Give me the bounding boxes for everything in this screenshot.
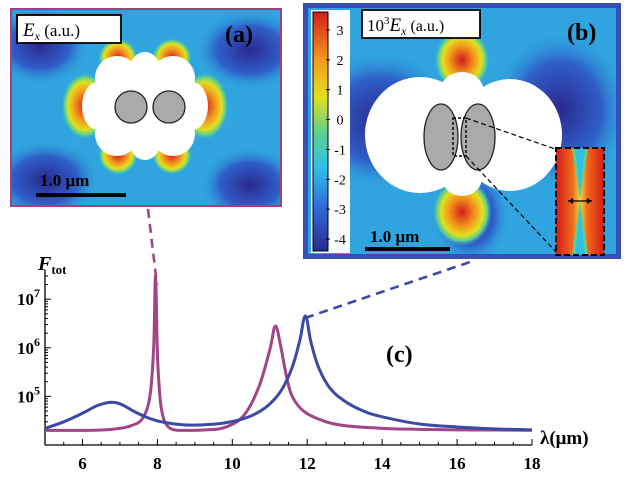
panel-a-scale-label: 1.0 μm [40, 171, 89, 190]
particle-right [460, 103, 496, 171]
panel-c-label: (c) [386, 342, 413, 368]
panel-b-label: (b) [567, 20, 596, 46]
colorbar-tick-label: 2 [337, 54, 344, 69]
colorbar-gradient [312, 11, 329, 252]
x-tick-label: 12 [299, 454, 316, 473]
chart-c: Ftot λ(μm) (c) 6 8 10 12 14 16 18 105 106 107 [17, 253, 589, 473]
panel-b-field-label: 103Ex (a.u.) [367, 15, 444, 38]
particle-left [423, 103, 459, 171]
zoom-inset [555, 147, 605, 256]
x-tick-label: 6 [78, 454, 87, 473]
series-line-1 [45, 274, 533, 432]
x-tick-label: 18 [524, 454, 541, 473]
particle-left [114, 90, 148, 124]
x-tick-label: 10 [224, 454, 241, 473]
x-tick-label: 14 [374, 454, 392, 473]
y-tick-label: 107 [17, 286, 40, 309]
colorbar-tick-label: -2 [334, 173, 346, 188]
panel-b-scale-bar [365, 247, 450, 251]
x-axis-label: λ(μm) [540, 428, 589, 449]
connector-b [304, 260, 471, 320]
x-tick-label: 16 [449, 454, 466, 473]
y-tick-label: 106 [17, 335, 40, 358]
y-tick-label: 105 [17, 383, 40, 406]
colorbar-tick-label: 3 [337, 24, 344, 39]
panel-b: 3 2 1 0 -1 -2 -3 -4 103Ex (a.u.) (b) 1.0 μm [303, 3, 621, 259]
panel-a-scale-bar [36, 193, 126, 197]
particle-right [152, 90, 186, 124]
colorbar-tick-label: -4 [334, 233, 346, 248]
colorbar-tick-label: 1 [337, 84, 344, 99]
colorbar-tick-label: -3 [334, 203, 346, 218]
connector-a [146, 208, 159, 286]
y-axis-label: Ftot [37, 253, 67, 277]
panel-a-label: (a) [225, 22, 253, 48]
x-tick-label: 8 [153, 454, 162, 473]
colorbar-tick-label: -1 [334, 143, 346, 158]
panel-b-scale-label: 1.0 μm [370, 227, 419, 246]
colorbar-tick-label: 0 [337, 114, 344, 129]
series-line-2 [44, 314, 533, 432]
panel-a-field-label: Ex (a.u.) [22, 20, 80, 43]
panel-a: Ex (a.u.) (a) 1.0 μm [10, 8, 282, 207]
colorbar: 3 2 1 0 -1 -2 -3 -4 [311, 10, 350, 253]
